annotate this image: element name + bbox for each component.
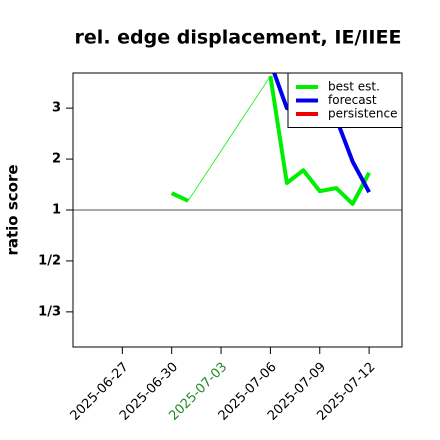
legend-box xyxy=(287,72,403,128)
y-tick-label: 3 xyxy=(52,101,61,116)
y-tick-label: 2 xyxy=(52,152,61,167)
plot-frame xyxy=(72,72,403,348)
y-tick-label: 1/3 xyxy=(38,304,61,319)
legend-label: best est. xyxy=(328,80,380,94)
y-tick-label: 1/2 xyxy=(38,253,61,268)
series-line xyxy=(170,191,189,203)
legend-label: persistence xyxy=(328,107,397,121)
y-axis-label: ratio score xyxy=(4,164,22,255)
series-line xyxy=(268,75,371,206)
chart-title: rel. edge displacement, IE/IIEE xyxy=(75,27,402,49)
gap-connector xyxy=(187,75,271,202)
legend-label: forecast xyxy=(328,93,377,107)
y-tick-label: 1 xyxy=(52,202,61,217)
